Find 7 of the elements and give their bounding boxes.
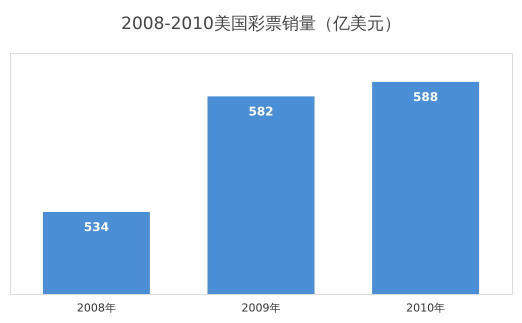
x-tick-label: 2010年 bbox=[406, 302, 446, 314]
x-tick-label: 2009年 bbox=[242, 302, 280, 314]
data-label: 534 bbox=[84, 220, 109, 234]
chart-title: 2008-2010美国彩票销量（亿美元） bbox=[121, 14, 401, 34]
x-tick-label: 2008年 bbox=[76, 302, 116, 314]
data-label: 588 bbox=[413, 90, 438, 104]
data-label: 582 bbox=[248, 104, 274, 118]
